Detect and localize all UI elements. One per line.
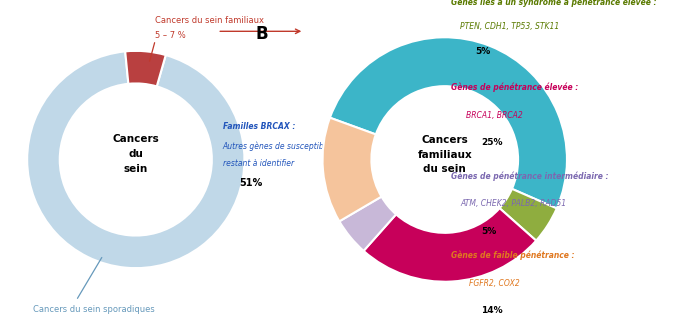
Text: Cancers du sein sporadiques: Cancers du sein sporadiques [33, 305, 154, 314]
Text: 5%: 5% [481, 227, 496, 236]
Wedge shape [27, 51, 244, 268]
Wedge shape [125, 51, 166, 86]
Text: Familles BRCAX :: Familles BRCAX : [223, 122, 295, 131]
Text: 5 – 7 %: 5 – 7 % [155, 31, 186, 40]
Text: Gènes de pénétrance intermédiaire :: Gènes de pénétrance intermédiaire : [451, 171, 608, 181]
Text: Gènes de pénétrance élevée :: Gènes de pénétrance élevée : [451, 83, 578, 92]
Text: restant à identifier: restant à identifier [223, 160, 294, 168]
Text: Autres gènes de susceptibilité: Autres gènes de susceptibilité [223, 142, 339, 151]
Text: BRCA1, BRCA2: BRCA1, BRCA2 [466, 111, 523, 120]
Text: B: B [255, 25, 268, 43]
Text: Cancers du sein familiaux: Cancers du sein familiaux [155, 16, 264, 25]
Text: 51%: 51% [239, 178, 262, 189]
Text: FGFR2, COX2: FGFR2, COX2 [469, 279, 520, 288]
Text: 5%: 5% [475, 47, 490, 56]
Text: Cancers
familiaux
du sein: Cancers familiaux du sein [418, 135, 472, 174]
Wedge shape [363, 208, 536, 282]
Wedge shape [340, 197, 396, 251]
Text: ATM, CHEK2, PALB2, RAD51: ATM, CHEK2, PALB2, RAD51 [460, 199, 566, 208]
Wedge shape [330, 37, 567, 208]
Text: PTEN, CDH1, TP53, STK11: PTEN, CDH1, TP53, STK11 [460, 22, 559, 31]
Wedge shape [323, 118, 382, 221]
Text: 14%: 14% [481, 306, 503, 315]
Text: Gènes de faible pénétrance :: Gènes de faible pénétrance : [451, 251, 574, 260]
Text: 25%: 25% [481, 138, 503, 147]
Text: Gènes liés à un syndrome à pénétrance élevée :: Gènes liés à un syndrome à pénétrance él… [451, 0, 657, 7]
Text: Cancers
du
sein: Cancers du sein [113, 134, 159, 174]
Wedge shape [500, 189, 557, 241]
